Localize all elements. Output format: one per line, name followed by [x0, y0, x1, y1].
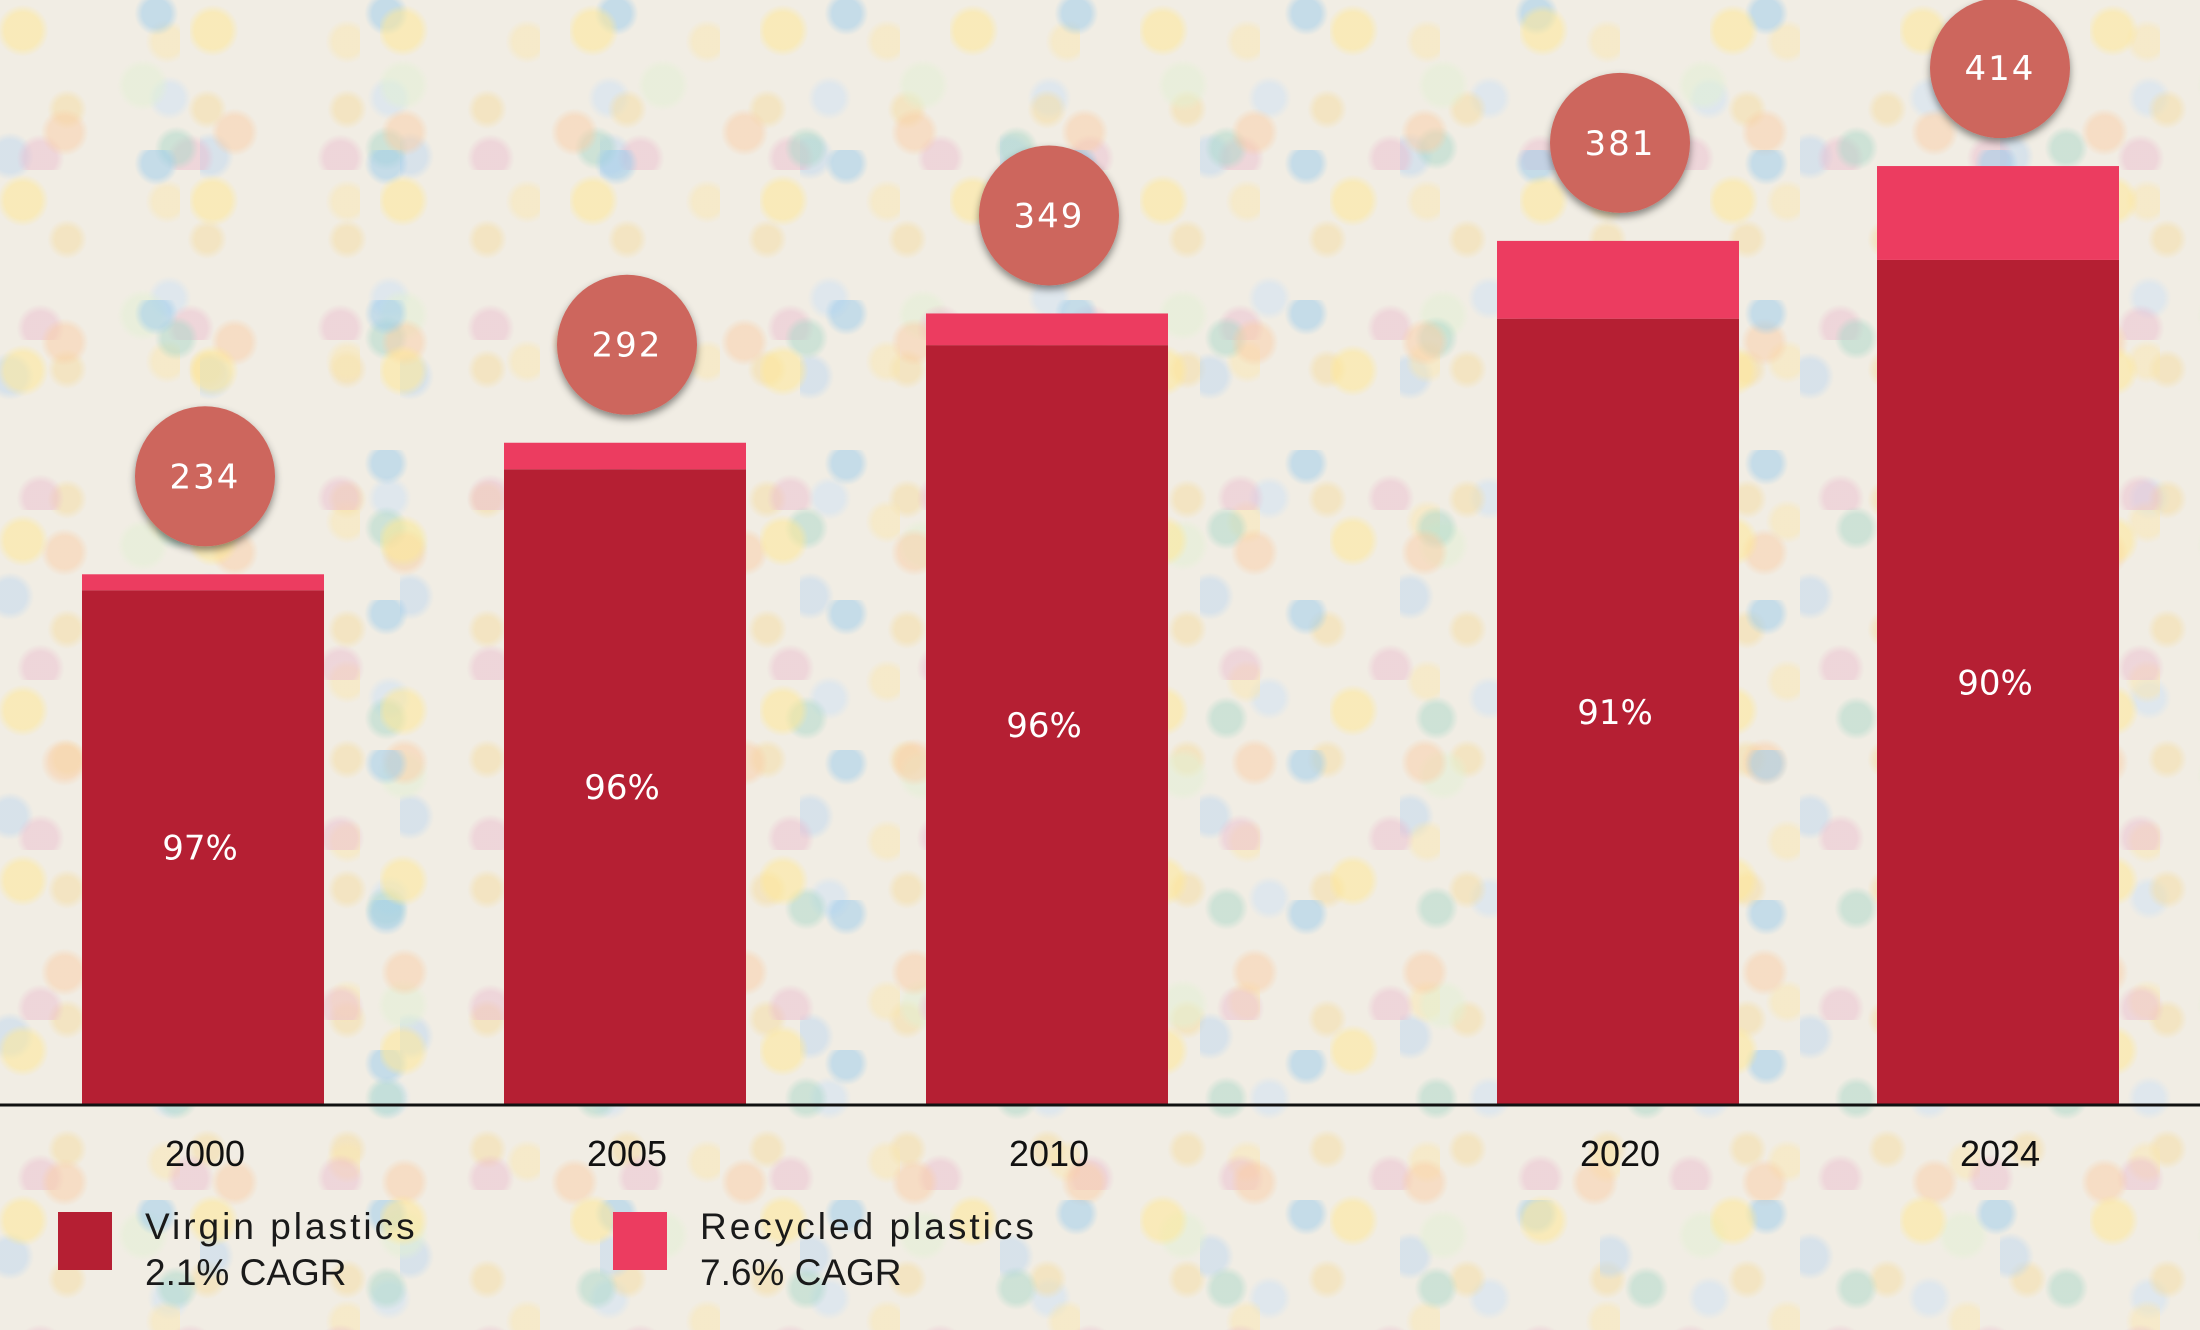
legend-item-recycled: Recycled plastics 7.6% CAGR: [613, 1204, 1037, 1296]
legend-cagr-virgin: 2.1% CAGR: [145, 1252, 347, 1293]
legend-name-recycled: Recycled plastics: [700, 1206, 1037, 1247]
share-label-2000: 97%: [162, 829, 238, 869]
bar-virgin-2024: [1877, 259, 2119, 1105]
legend-item-virgin: Virgin plastics 2.1% CAGR: [58, 1204, 418, 1296]
total-bubble-2005: [557, 274, 697, 415]
total-bubble-2024: [1930, 0, 2070, 139]
x-tick-label-2005: 2005: [587, 1133, 667, 1174]
bar-virgin-2005: [504, 469, 746, 1105]
legend-name-virgin: Virgin plastics: [145, 1206, 418, 1247]
x-tick-label-2020: 2020: [1580, 1133, 1660, 1174]
bar-recycled-2005: [504, 442, 746, 470]
share-label-2020: 91%: [1577, 693, 1653, 733]
total-label-2010: 349: [1014, 196, 1085, 236]
legend-cagr-recycled: 7.6% CAGR: [700, 1252, 902, 1293]
total-bubble-2020: [1550, 72, 1690, 213]
total-bubble-2000: [135, 406, 275, 547]
bar-recycled-2000: [82, 574, 324, 591]
share-label-2010: 96%: [1006, 706, 1082, 746]
x-tick-label-2000: 2000: [165, 1133, 245, 1174]
bar-recycled-2024: [1877, 166, 2119, 260]
share-label-2024: 90%: [1957, 663, 2033, 703]
bar-recycled-2020: [1497, 240, 1739, 319]
bar-virgin-2000: [82, 590, 324, 1105]
total-label-2005: 292: [592, 326, 663, 366]
legend-swatch-recycled: [613, 1212, 667, 1270]
bar-virgin-2020: [1497, 318, 1739, 1105]
total-label-2020: 381: [1585, 124, 1656, 164]
bar-virgin-2010: [926, 345, 1168, 1105]
legend-swatch-virgin: [58, 1212, 112, 1270]
total-label-2024: 414: [1965, 49, 2036, 89]
share-label-2005: 96%: [584, 768, 660, 808]
x-tick-label-2010: 2010: [1009, 1133, 1089, 1174]
total-bubble-2010: [979, 145, 1119, 286]
x-tick-label-2024: 2024: [1960, 1133, 2040, 1174]
bar-recycled-2010: [926, 313, 1168, 346]
total-label-2000: 234: [170, 457, 241, 497]
